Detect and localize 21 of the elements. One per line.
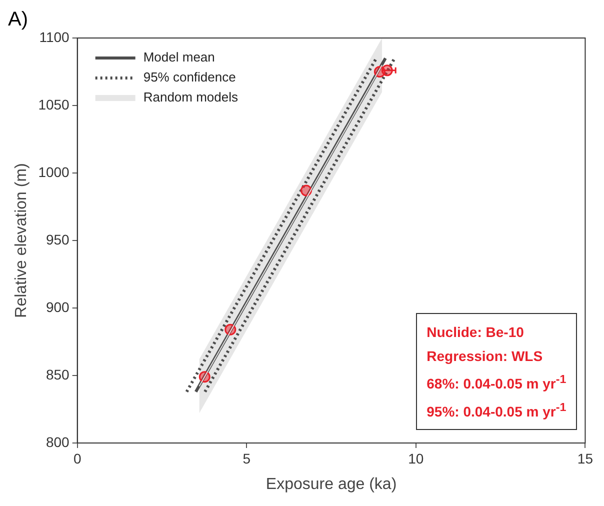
x-tick-label: 0 [73,450,82,466]
legend-label: 95% confidence [143,70,236,85]
y-tick-label: 850 [46,366,70,382]
annotation: 68%: 0.04-0.05 m yr$^{-1}$ [426,372,566,394]
legend-label: Model mean [143,50,215,65]
x-axis-title: Exposure age (ka) [266,476,397,493]
annotation: 95%: 0.04-0.05 m yr$^{-1}$ [426,400,566,422]
x-tick-label: 15 [577,450,594,466]
y-axis-title: Relative elevation (m) [13,163,30,318]
y-tick-label: 800 [46,434,70,450]
x-tick-label: 5 [242,450,251,466]
legend-label: Random models [143,90,238,105]
chart-title: A) [8,8,28,31]
annotation: Nuclide: Be-10 [426,323,525,342]
annotation: Regression: WLS [426,347,544,366]
y-tick-label: 1100 [39,28,70,45]
y-tick-label: 950 [46,231,70,248]
y-tick-label: 1050 [38,96,70,112]
y-tick-label: 1000 [38,164,70,180]
x-tick-label: 10 [408,450,424,466]
y-tick-label: 900 [46,298,70,315]
